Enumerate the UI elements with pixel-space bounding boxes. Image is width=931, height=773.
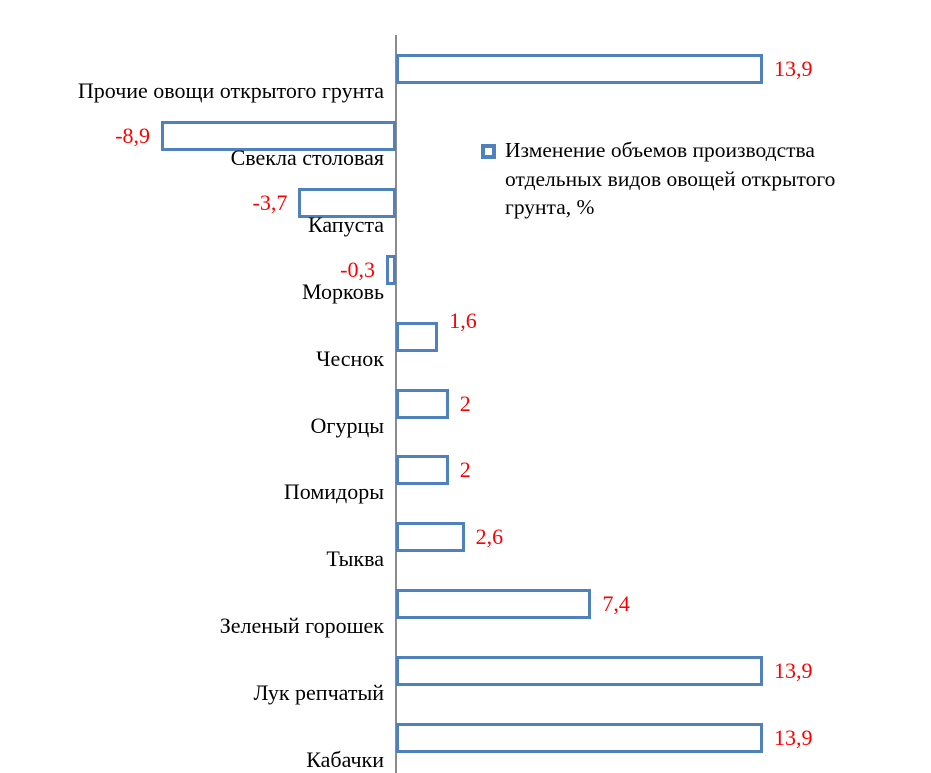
value-label: 2	[459, 390, 471, 416]
bar	[396, 388, 449, 419]
category-label: Прочие овощи открытого грунта	[77, 78, 384, 103]
category-label: Свекла столовая	[230, 144, 384, 170]
bar	[396, 54, 763, 84]
category-label: Тыква	[326, 546, 384, 572]
legend: Изменение объемов производства отдельных…	[481, 136, 925, 222]
value-label: 1,6	[449, 307, 477, 333]
category-label: Чеснок	[316, 345, 384, 371]
value-label: 7,4	[602, 591, 630, 617]
legend-label-line: отдельных видов овощей открытого	[505, 166, 836, 191]
category-label: Помидоры	[283, 479, 384, 505]
value-label: -0,3	[340, 256, 375, 282]
bar	[161, 120, 396, 151]
category-label: Лук репчатый	[253, 680, 384, 706]
bar	[396, 589, 592, 620]
value-label: -3,7	[252, 189, 288, 215]
category-label: Морковь	[301, 278, 384, 304]
value-label: 13,9	[773, 56, 813, 81]
bar	[396, 455, 449, 486]
legend-label-line: Изменение объемов производства	[505, 138, 815, 162]
legend-marker-icon	[481, 144, 496, 159]
legend-label: Изменение объемов производства отдельных…	[505, 136, 925, 222]
value-label: 2,6	[475, 524, 504, 550]
category-label: Капуста	[307, 211, 384, 237]
value-label: 13,9	[773, 725, 813, 751]
category-label: Огурцы	[310, 412, 384, 438]
bar	[396, 723, 763, 754]
category-label: Кабачки	[306, 747, 384, 773]
value-label: 2	[459, 457, 471, 483]
value-label: -8,9	[115, 122, 151, 148]
legend-label-line: грунта, %	[505, 195, 595, 219]
value-label: 13,9	[773, 658, 813, 684]
bar	[396, 321, 439, 352]
category-label: Зеленый горошек	[219, 613, 384, 639]
bar	[396, 522, 465, 553]
bar	[298, 187, 396, 218]
bar	[396, 656, 763, 687]
bar	[386, 254, 396, 285]
